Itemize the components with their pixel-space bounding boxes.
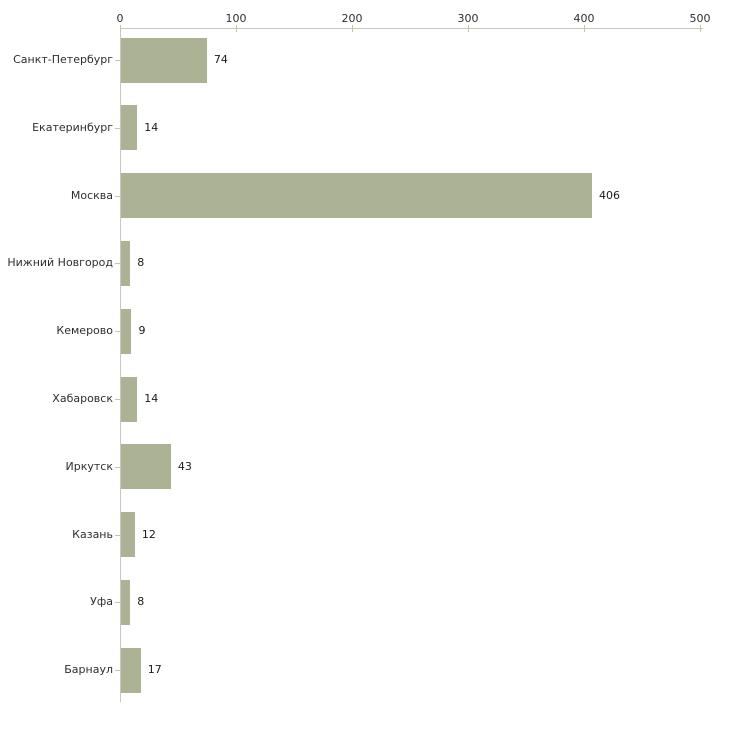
bar-7 — [121, 444, 171, 490]
category-tick-mark — [115, 535, 120, 536]
bar-3 — [121, 173, 592, 219]
x-tick-label: 0 — [116, 12, 124, 25]
bar-2 — [121, 105, 138, 151]
x-tick-label: 400 — [573, 12, 595, 25]
x-tick-label: 500 — [689, 12, 711, 25]
category-label: Иркутск — [65, 459, 113, 473]
x-tick-mark — [584, 25, 585, 32]
x-tick-mark — [352, 25, 353, 32]
category-tick-mark — [115, 670, 120, 671]
bar-5 — [121, 308, 132, 354]
x-tick-mark — [700, 25, 701, 32]
bar-9 — [121, 579, 131, 625]
category-tick-mark — [115, 399, 120, 400]
category-tick-mark — [115, 602, 120, 603]
category-label: Уфа — [90, 595, 113, 609]
bar-value-label: 9 — [138, 324, 146, 338]
x-tick-label: 300 — [457, 12, 479, 25]
category-label: Санкт-Петербург — [13, 53, 113, 66]
bar-value-label: 12 — [141, 527, 156, 541]
category-label: Казань — [72, 527, 113, 541]
bar-1 — [121, 37, 207, 83]
bar-8 — [121, 512, 135, 558]
category-tick-mark — [115, 60, 120, 61]
bar-value-label: 74 — [213, 53, 228, 66]
y-axis-line — [120, 28, 121, 702]
bar-value-label: 406 — [598, 188, 620, 202]
x-tick-label: 100 — [225, 12, 247, 25]
bar-value-label: 8 — [137, 595, 145, 609]
bar-value-label: 8 — [137, 256, 145, 270]
bar-6 — [121, 376, 138, 422]
category-label: Кемерово — [56, 324, 113, 338]
x-tick-mark — [236, 25, 237, 32]
category-label: Барнаул — [64, 663, 113, 677]
category-tick-mark — [115, 128, 120, 129]
x-tick-mark — [468, 25, 469, 32]
bar-value-label: 14 — [144, 120, 159, 134]
bar-value-label: 17 — [147, 663, 162, 677]
category-tick-mark — [115, 467, 120, 468]
category-tick-mark — [115, 196, 120, 197]
category-tick-mark — [115, 263, 120, 264]
x-tick-label: 200 — [341, 12, 363, 25]
category-label: Нижний Новгород — [7, 256, 113, 270]
category-tick-mark — [115, 331, 120, 332]
x-tick-mark — [120, 25, 121, 32]
category-label: Хабаровск — [52, 392, 113, 405]
bar-value-label: 43 — [177, 459, 192, 473]
x-axis-line — [120, 28, 703, 29]
bar-10 — [121, 647, 141, 693]
category-label: Москва — [70, 188, 113, 202]
bar-4 — [121, 240, 131, 286]
category-label: Екатеринбург — [32, 120, 113, 134]
bar-value-label: 14 — [144, 392, 159, 405]
